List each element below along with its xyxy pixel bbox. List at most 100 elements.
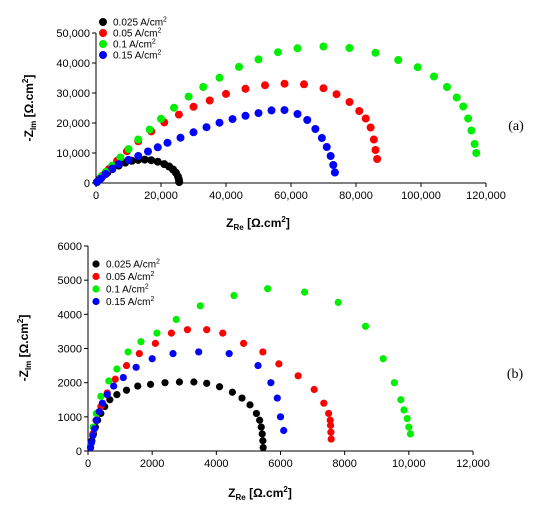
data-point (403, 414, 411, 423)
data-point (113, 365, 121, 373)
data-point (345, 98, 354, 106)
data-point (205, 96, 214, 105)
legend-label: 0.05 A/cm2 (113, 28, 161, 40)
data-point (98, 399, 107, 407)
data-point (140, 155, 149, 164)
data-point (464, 114, 473, 123)
data-point (273, 394, 281, 402)
data-point (202, 123, 211, 132)
data-point (116, 153, 125, 162)
data-point (175, 378, 184, 386)
y-tick-label: 40,000 (56, 58, 90, 70)
data-point (203, 326, 211, 334)
legend-marker (99, 18, 107, 26)
data-point (246, 401, 254, 409)
data-point (332, 90, 341, 99)
x-tick-label: 12,000 (456, 458, 490, 470)
data-point (97, 392, 105, 400)
data-point (196, 302, 204, 310)
data-point (241, 84, 250, 93)
data-point (267, 106, 276, 115)
data-point (163, 138, 172, 147)
legend-label: 0.025 A/cm2 (106, 259, 160, 271)
y-tick-label: 2000 (58, 378, 82, 390)
y-axis-label: -ZIm [Ω.cm2] (16, 315, 33, 382)
y-tick-label: 6000 (58, 241, 82, 253)
x-tick-label: 80,000 (339, 190, 373, 202)
data-point (90, 425, 99, 433)
x-axis-label: ZRe [Ω.cm2] (228, 485, 292, 502)
panel-label: (a) (508, 119, 524, 134)
data-point (190, 378, 198, 386)
data-point (294, 372, 302, 380)
legend-marker (99, 29, 107, 37)
data-point (235, 62, 243, 71)
x-tick-label: 6000 (268, 458, 292, 470)
data-point (400, 406, 408, 414)
series-4 (92, 106, 339, 187)
data-point (148, 355, 156, 363)
y-tick-label: 3000 (58, 344, 82, 356)
data-point (153, 329, 161, 337)
data-point (92, 416, 100, 424)
data-point (111, 375, 119, 383)
data-point (113, 391, 121, 399)
data-point (311, 125, 320, 133)
data-point (329, 161, 338, 169)
series-3 (92, 42, 481, 187)
data-point (241, 111, 250, 120)
data-point (326, 152, 335, 160)
data-point (300, 80, 308, 89)
data-point (327, 428, 335, 436)
legend-marker (92, 297, 100, 306)
data-point (153, 157, 162, 166)
y-tick-label: 10,000 (56, 148, 90, 160)
data-point (215, 118, 224, 127)
x-tick-label: 20,000 (144, 190, 178, 202)
data-point (240, 339, 248, 347)
data-point (326, 416, 334, 424)
data-point (134, 382, 142, 390)
data-point (215, 73, 224, 82)
data-point (373, 155, 382, 163)
data-point (361, 114, 370, 123)
data-point (225, 350, 233, 358)
legend-label: 0.05 A/cm2 (106, 271, 154, 283)
data-point (327, 435, 335, 443)
data-point (101, 170, 110, 178)
data-point (267, 379, 275, 387)
data-point (110, 382, 118, 390)
series-2 (92, 79, 382, 186)
data-point (114, 160, 123, 169)
x-tick-label: 2000 (140, 458, 164, 470)
data-point (355, 107, 364, 115)
data-point (322, 143, 331, 151)
legend-label: 0.15 A/cm2 (106, 296, 154, 308)
data-point (122, 386, 131, 394)
data-point (261, 81, 269, 90)
legend-marker (92, 272, 100, 281)
data-point (228, 115, 237, 124)
data-point (280, 79, 289, 88)
data-point (184, 92, 193, 101)
data-point (361, 322, 370, 330)
legend-label: 0.15 A/cm2 (113, 50, 161, 62)
x-tick-label: 60,000 (274, 190, 308, 202)
legend-marker (92, 260, 100, 268)
data-point (195, 348, 203, 356)
data-point (390, 379, 398, 387)
data-point (153, 143, 162, 152)
data-point (300, 288, 309, 296)
data-point (303, 116, 312, 124)
data-point (252, 409, 261, 418)
data-point (325, 409, 333, 418)
data-point (280, 426, 288, 435)
data-point (189, 128, 198, 137)
data-point (319, 84, 328, 93)
data-point (406, 430, 415, 438)
data-point (105, 377, 113, 385)
data-point (222, 89, 230, 98)
data-point (199, 83, 208, 91)
data-point (256, 416, 264, 424)
